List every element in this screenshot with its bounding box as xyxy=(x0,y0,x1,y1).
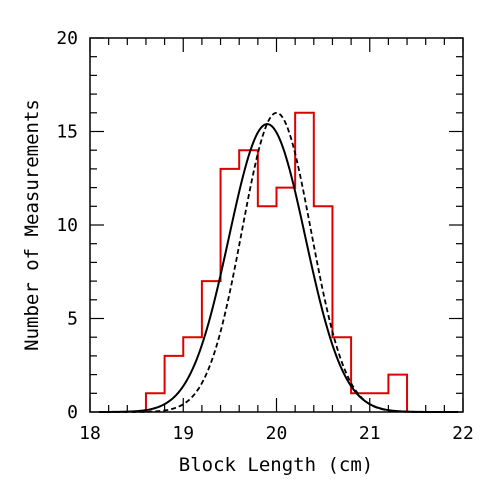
y-axis-title: Number of Measurements xyxy=(21,99,43,351)
x-axis-title: Block Length (cm) xyxy=(179,454,373,476)
x-tick-label: 21 xyxy=(359,423,381,444)
tick-labels: 18 19 20 21 22 0 5 10 15 20 xyxy=(56,28,474,444)
x-tick-label: 18 xyxy=(79,423,101,444)
x-tick-label: 22 xyxy=(452,423,474,444)
x-tick-label: 19 xyxy=(172,423,194,444)
y-tick-label: 0 xyxy=(67,402,78,423)
y-tick-label: 5 xyxy=(67,309,78,330)
y-tick-label: 20 xyxy=(56,28,78,49)
y-tick-label: 15 xyxy=(56,122,78,143)
plot-frame xyxy=(89,37,464,413)
x-tick-label: 20 xyxy=(266,423,288,444)
y-tick-label: 10 xyxy=(56,215,78,236)
